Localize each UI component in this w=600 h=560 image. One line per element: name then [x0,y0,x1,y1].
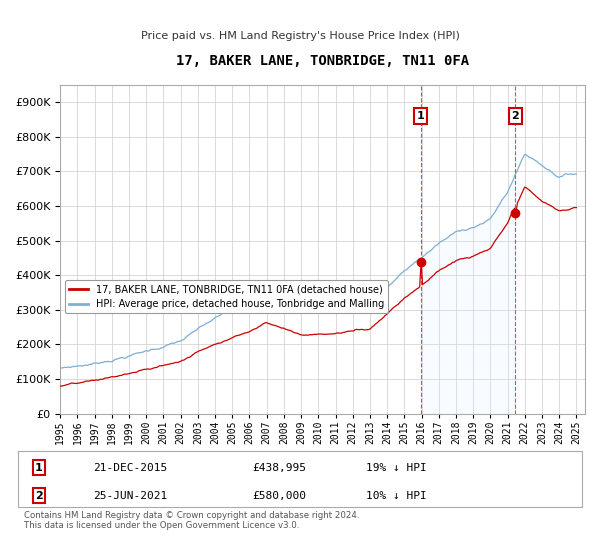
Text: £438,995: £438,995 [252,463,306,473]
Legend: 17, BAKER LANE, TONBRIDGE, TN11 0FA (detached house), HPI: Average price, detach: 17, BAKER LANE, TONBRIDGE, TN11 0FA (det… [65,281,388,313]
Text: 19% ↓ HPI: 19% ↓ HPI [366,463,427,473]
Text: 21-DEC-2015: 21-DEC-2015 [93,463,167,473]
Title: 17, BAKER LANE, TONBRIDGE, TN11 0FA: 17, BAKER LANE, TONBRIDGE, TN11 0FA [176,54,469,68]
Text: 1: 1 [417,111,425,121]
Text: 10% ↓ HPI: 10% ↓ HPI [366,491,427,501]
Text: 1: 1 [35,463,43,473]
Text: 2: 2 [512,111,520,121]
Text: 2: 2 [35,491,43,501]
Text: 25-JUN-2021: 25-JUN-2021 [93,491,167,501]
Text: £580,000: £580,000 [252,491,306,501]
Text: Price paid vs. HM Land Registry's House Price Index (HPI): Price paid vs. HM Land Registry's House … [140,31,460,41]
Text: Contains HM Land Registry data © Crown copyright and database right 2024.
This d: Contains HM Land Registry data © Crown c… [24,511,359,530]
